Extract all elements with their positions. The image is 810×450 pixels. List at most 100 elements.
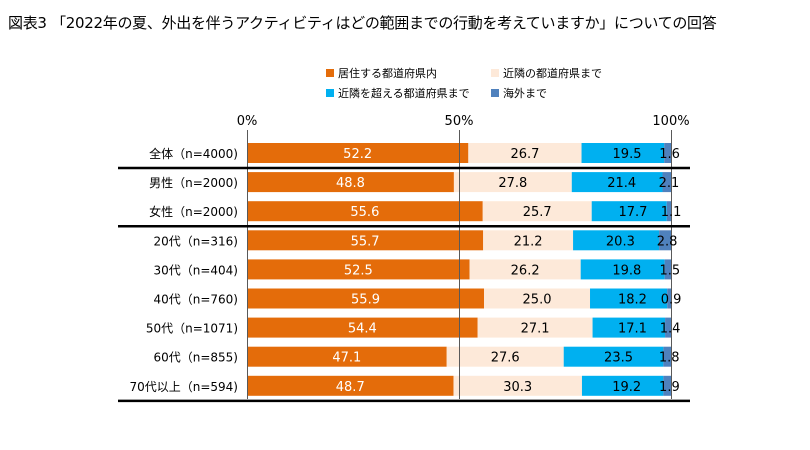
x-axis-ticks: 0% 50% 100% [237, 114, 690, 129]
bar-segment [667, 288, 671, 309]
value-label: 26.2 [511, 263, 540, 278]
value-label: 54.4 [348, 322, 377, 337]
value-label: 1.5 [659, 263, 680, 278]
bar-segment [664, 259, 671, 280]
value-label: 23.5 [604, 351, 633, 366]
bar-segment [580, 259, 665, 280]
legend-label: 近隣を超える都道府県まで [338, 86, 470, 100]
value-label: 27.6 [491, 351, 520, 366]
value-labels: 52.2 26.7 19.5 1.6 48.8 27.8 21.4 2.1 55.6 25.7 17… [332, 147, 681, 395]
bar-segment [247, 201, 483, 222]
value-label: 18.2 [618, 293, 647, 308]
value-label: 27.8 [498, 176, 527, 191]
bar-segment [666, 201, 672, 222]
legend-swatch [326, 69, 334, 77]
value-label: 25.7 [523, 205, 552, 220]
bar-segment [247, 317, 478, 338]
value-label: 48.8 [336, 176, 365, 191]
category-label: 20代（n=316) [153, 234, 238, 248]
value-label: 55.9 [351, 293, 380, 308]
bar-segment [446, 346, 564, 367]
value-label: 21.4 [607, 176, 636, 191]
bar-segment [590, 288, 668, 309]
category-label: 50代（n=1071) [146, 322, 238, 336]
value-label: 27.1 [521, 322, 550, 337]
bar-segment [659, 230, 671, 251]
legend-label: 海外まで [503, 86, 547, 100]
value-label: 52.5 [344, 263, 373, 278]
bar-segment [484, 288, 591, 309]
bar-segment [483, 230, 574, 251]
category-label: 男性（n=2000) [149, 176, 238, 190]
bar-segment [477, 317, 593, 338]
value-label: 0.9 [661, 293, 682, 308]
bar-segment [581, 375, 664, 396]
bar-segment [665, 317, 671, 338]
category-label: 30代（n=404) [153, 263, 238, 277]
category-label: 70代以上（n=594) [129, 380, 238, 394]
value-label: 1.8 [659, 351, 680, 366]
value-label: 17.7 [619, 205, 648, 220]
bars [247, 143, 672, 396]
value-label: 47.1 [332, 351, 361, 366]
value-label: 19.5 [613, 147, 642, 162]
value-label: 55.7 [351, 234, 380, 249]
bar-segment [663, 375, 672, 396]
legend-swatch [326, 89, 334, 97]
bar-segment [247, 259, 470, 280]
bar-segment [482, 201, 592, 222]
bar-segment [469, 259, 581, 280]
bar-segment [453, 375, 582, 396]
chart-title: 図表3 「2022年の夏、外出を伴うアクティビティはどの範囲までの行動を考えてい… [8, 14, 717, 32]
value-label: 1.9 [659, 380, 680, 395]
value-label: 20.3 [606, 234, 635, 249]
category-label: 40代（n=760) [153, 293, 238, 307]
value-label: 30.3 [503, 380, 532, 395]
value-label: 55.6 [350, 205, 379, 220]
bar-segment [591, 201, 667, 222]
bar-segment [247, 172, 454, 193]
value-label: 1.6 [659, 147, 680, 162]
value-label: 2.1 [659, 176, 680, 191]
x-tick-label: 0% [237, 114, 258, 129]
bar-segment [247, 375, 454, 396]
category-label: 60代（n=855) [153, 351, 238, 365]
bar-segment [453, 172, 572, 193]
bar-segment [563, 346, 664, 367]
bar-segment [581, 143, 665, 163]
x-tick-label: 100% [652, 114, 689, 129]
bar-segment [247, 230, 484, 251]
category-labels: 全体（n=4000) 男性（n=2000) 女性（n=2000) 20代（n=316)… [129, 146, 238, 394]
value-label: 17.1 [618, 322, 647, 337]
legend-label: 居住する都道府県内 [338, 66, 437, 80]
legend-swatch [491, 89, 499, 97]
category-label: 全体（n=4000) [149, 146, 238, 161]
value-label: 19.2 [612, 380, 641, 395]
bar-segment [664, 143, 671, 163]
value-label: 21.2 [514, 234, 543, 249]
bar-segment [468, 143, 582, 163]
bar-segment [247, 143, 469, 163]
value-label: 25.0 [523, 293, 552, 308]
category-label: 女性（n=2000) [149, 204, 238, 219]
bar-segment [573, 230, 660, 251]
value-label: 52.2 [343, 147, 372, 162]
bar-segment [247, 288, 485, 309]
group-separators [118, 166, 690, 403]
bar-segment [592, 317, 666, 338]
value-label: 19.8 [612, 263, 641, 278]
bar-segment [571, 172, 663, 193]
value-label: 2.8 [657, 234, 678, 249]
bar-segment [247, 346, 447, 367]
bar-segment [662, 172, 672, 193]
legend-swatch [491, 69, 499, 77]
x-tick-label: 50% [445, 114, 474, 129]
bar-segment [663, 346, 671, 367]
value-label: 1.4 [660, 322, 681, 337]
value-label: 1.1 [661, 205, 682, 220]
value-label: 48.7 [336, 380, 365, 395]
value-label: 26.7 [510, 147, 539, 162]
gridlines [247, 130, 672, 399]
